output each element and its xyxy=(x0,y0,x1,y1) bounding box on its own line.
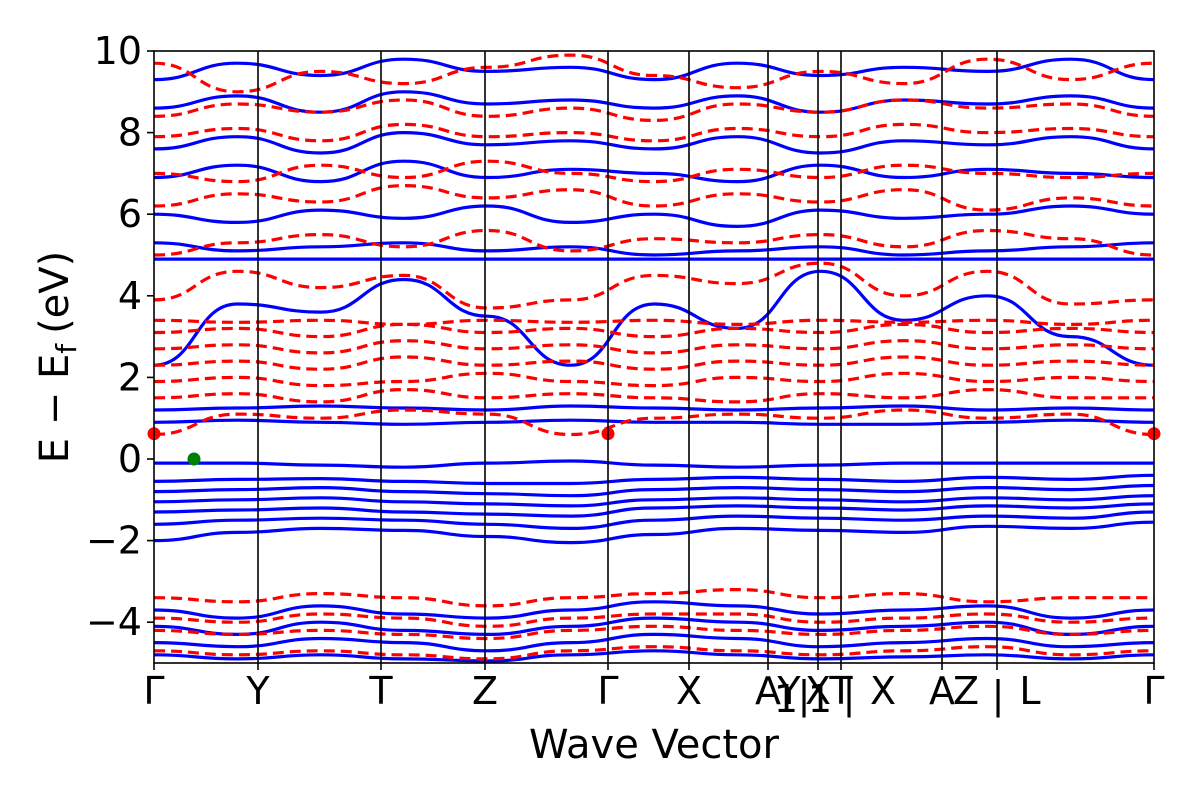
band-line xyxy=(154,600,1154,620)
x-tick-label: Z xyxy=(953,669,979,713)
bands-layer xyxy=(154,53,1154,663)
band-line xyxy=(154,130,1154,155)
x-tick-label: Y xyxy=(776,669,801,713)
x-tick-label: | xyxy=(798,673,811,718)
x-tick-label: | xyxy=(992,673,1005,718)
x-tick-label: 1 xyxy=(808,677,832,721)
band-line xyxy=(154,387,1154,404)
series-dashed xyxy=(154,53,1154,661)
y-tick-label: −2 xyxy=(86,519,142,563)
band-line xyxy=(154,322,1154,339)
band-line xyxy=(154,459,1154,469)
y-tick-label: 6 xyxy=(118,192,142,236)
y-axis-title-main: E − E xyxy=(32,354,78,464)
band-line xyxy=(154,408,1154,437)
x-tick-label: T xyxy=(368,669,393,713)
y-tick-label: 2 xyxy=(118,355,142,399)
band-line xyxy=(154,520,1154,545)
band-line xyxy=(154,339,1154,355)
band-line xyxy=(154,649,1154,663)
x-tick-label: 1 xyxy=(774,677,798,721)
y-tick-label: −4 xyxy=(86,600,142,644)
band-line xyxy=(154,404,1154,412)
x-tick-label: T xyxy=(828,669,853,713)
x-tick-label: | xyxy=(843,673,856,718)
x-tick-label: L xyxy=(1019,669,1040,713)
y-tick-label: 10 xyxy=(94,29,142,73)
band-line xyxy=(154,587,1154,608)
y-axis-title-sub: f xyxy=(50,343,83,354)
band-line xyxy=(154,122,1154,143)
band-line xyxy=(154,53,1154,94)
band-line xyxy=(154,318,1154,327)
y-axis-title: E − Ef (eV) xyxy=(32,251,83,464)
band-line xyxy=(154,371,1154,388)
x-tick-label: X xyxy=(870,669,896,713)
x-tick-label: A xyxy=(929,669,955,713)
x-tick-label: X xyxy=(676,669,702,713)
band-line xyxy=(154,90,1154,114)
band-line xyxy=(154,473,1154,486)
band-line xyxy=(154,632,1154,653)
band-line xyxy=(154,502,1154,518)
x-tick-label: Z xyxy=(472,669,498,713)
band-line xyxy=(154,645,1154,661)
band-line xyxy=(154,494,1154,508)
x-tick-label: X xyxy=(805,669,831,713)
x-tick-label: Γ xyxy=(1143,669,1164,713)
band-line xyxy=(154,261,1154,310)
x-tick-label: A xyxy=(755,669,781,713)
band-line xyxy=(154,616,1154,637)
x-tick-label: Γ xyxy=(143,669,164,713)
band-line xyxy=(154,624,1154,641)
band-line xyxy=(154,159,1154,184)
band-line xyxy=(154,241,1154,257)
x-tick-label: Γ xyxy=(597,669,618,713)
y-tick-label: 8 xyxy=(118,111,142,155)
x-axis-title: Wave Vector xyxy=(529,722,780,768)
plot-frame xyxy=(153,50,1155,664)
y-axis-ticks: −4 −2 0 2 4 6 8 10 xyxy=(86,29,154,644)
y-tick-label: 4 xyxy=(118,274,142,318)
series-solid xyxy=(154,57,1154,663)
band-line xyxy=(154,355,1154,371)
band-line xyxy=(154,612,1154,628)
band-line xyxy=(154,483,1154,498)
markers-layer xyxy=(147,427,1161,466)
y-axis-title-unit: (eV) xyxy=(32,251,78,334)
band-line xyxy=(154,204,1154,229)
band-edge-marker xyxy=(187,452,201,466)
band-line xyxy=(154,159,1154,184)
band-line xyxy=(154,183,1154,212)
x-axis-ticks: Γ Y T Z Γ X A1Y|X1 |T X AZ | L Γ xyxy=(143,663,1165,721)
y-tick-label: 0 xyxy=(118,437,142,481)
band-line xyxy=(154,510,1154,531)
band-line xyxy=(154,418,1154,426)
x-tick-label: Y xyxy=(245,669,270,713)
band-line xyxy=(154,57,1154,82)
band-line xyxy=(154,269,1154,367)
kpoint-divider-lines xyxy=(257,51,998,663)
